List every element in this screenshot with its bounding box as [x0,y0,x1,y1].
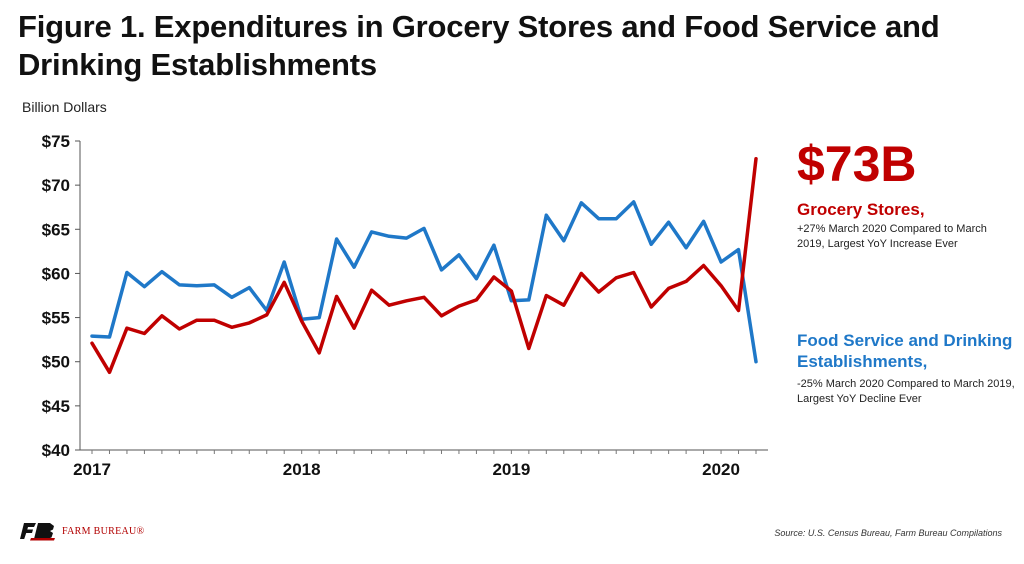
logo-text: FARM BUREAU® [62,525,145,537]
grocery-annotation-text: +27% March 2020 Compared to March 2019, … [797,223,987,250]
chart-series [90,156,758,375]
farm-bureau-logo: FARM BUREAU® [20,521,144,541]
food-service-annotation-text: -25% March 2020 Compared to March 2019, … [797,378,1015,405]
grocery-series-line [90,156,758,375]
highlight-value: $73B [797,136,917,192]
x-tick-label: 2020 [702,460,740,479]
x-tick-label: 2018 [283,460,321,479]
chart-axes: $40 $45 $50 $55 $60 $65 $70 $75 2017 2018 2019 2020 [42,132,768,479]
y-tick-label: $40 [42,441,70,460]
y-tick-label: $55 [42,309,70,328]
y-tick-label: $70 [42,176,70,195]
y-tick-label: $75 [42,132,70,151]
grocery-annotation-title: Grocery Stores, [797,200,925,219]
y-tick-label: $45 [42,397,70,416]
y-tick-label: $65 [42,220,70,239]
farm-bureau-logo-icon [20,523,55,541]
unit-label: Billion Dollars [22,99,107,115]
source-note: Source: U.S. Census Bureau, Farm Bureau … [774,528,1002,538]
y-tick-label: $60 [42,264,70,283]
x-tick-label: 2019 [492,460,530,479]
x-tick-label: 2017 [73,460,111,479]
food-service-series-line [90,200,758,364]
chart-title: Figure 1. Expenditures in Grocery Stores… [18,9,940,82]
food-service-annotation-title: Food Service and Drinking Establishments… [797,331,1013,371]
y-tick-label: $50 [42,353,70,372]
